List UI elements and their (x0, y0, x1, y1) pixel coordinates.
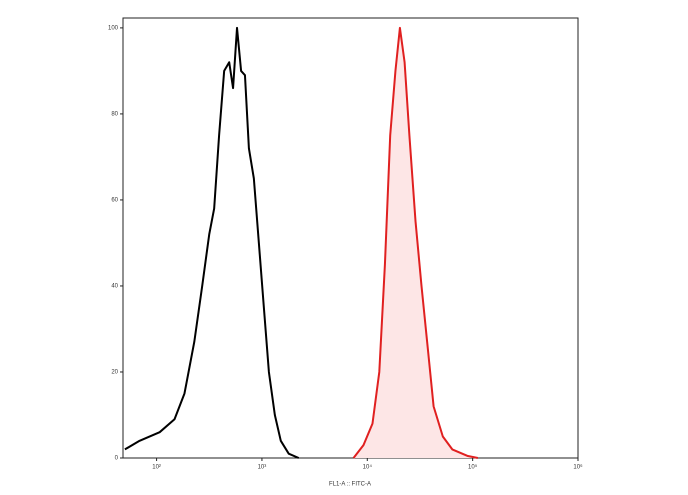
x-tick-label: 10⁴ (363, 464, 373, 471)
x-axis-label: FL1-A :: FITC-A (329, 482, 371, 488)
histogram-line (124, 26, 300, 459)
x-tick-label: 10⁵ (468, 464, 478, 471)
histogram-area (353, 27, 478, 458)
y-tick-label: 20 (111, 370, 118, 376)
y-tick-label: 0 (115, 456, 119, 462)
x-tick-label: 10² (152, 465, 161, 471)
y-tick-label: 60 (111, 198, 118, 204)
x-tick-label: 10³ (258, 465, 267, 471)
plot-frame (122, 17, 579, 459)
x-tick-label: 10⁶ (573, 464, 583, 471)
y-tick-label: 100 (108, 25, 119, 31)
y-tick-label: 80 (111, 111, 118, 117)
y-tick-label: 40 (111, 284, 118, 290)
histogram-line (352, 26, 479, 459)
